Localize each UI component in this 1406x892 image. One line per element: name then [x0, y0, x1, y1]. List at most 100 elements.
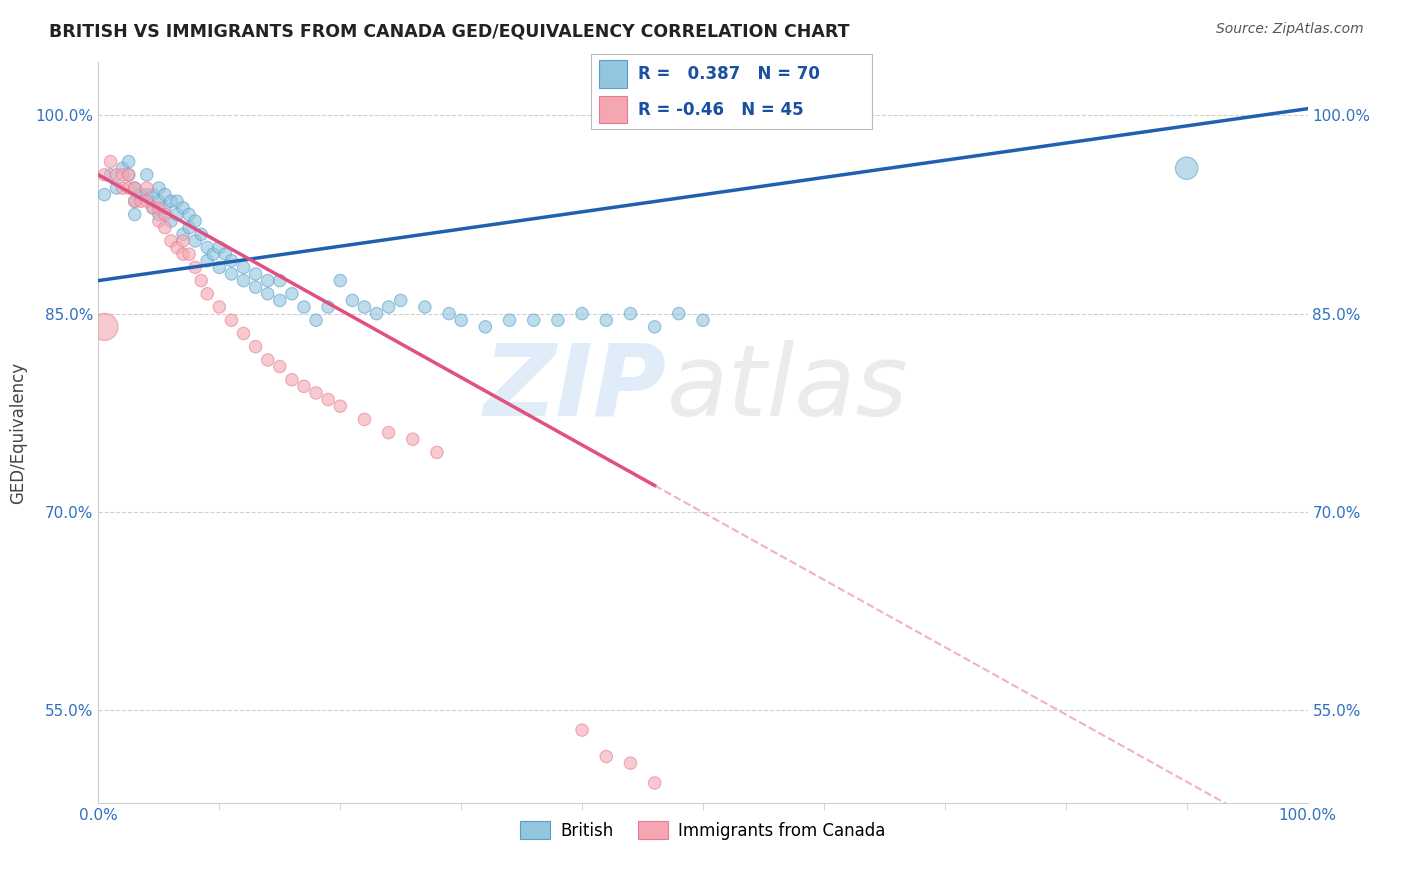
Point: [1175, 161, 1198, 176]
Point: [124, 181, 146, 195]
Point: [256, 274, 278, 288]
Point: [160, 194, 183, 209]
Point: [100, 168, 122, 182]
Point: [305, 313, 328, 327]
Point: [316, 392, 339, 407]
Point: [100, 154, 122, 169]
Point: [172, 247, 194, 261]
Point: [179, 207, 201, 221]
Point: [245, 267, 267, 281]
Point: [292, 300, 315, 314]
Point: [692, 313, 714, 327]
Point: [179, 247, 201, 261]
Point: [547, 313, 569, 327]
Point: [105, 168, 128, 182]
Point: [305, 386, 328, 401]
Point: [644, 319, 666, 334]
Point: [644, 776, 666, 790]
Point: [232, 326, 254, 341]
Point: [190, 227, 212, 242]
Point: [179, 220, 201, 235]
Legend: British, Immigrants from Canada: British, Immigrants from Canada: [513, 814, 893, 847]
Point: [184, 234, 207, 248]
Point: [148, 201, 170, 215]
Point: [366, 307, 388, 321]
Point: [93, 168, 115, 182]
Point: [668, 307, 690, 321]
Point: [498, 313, 520, 327]
Point: [402, 432, 425, 446]
Point: [129, 194, 152, 209]
Point: [281, 286, 304, 301]
Point: [166, 240, 188, 255]
Text: R =   0.387   N = 70: R = 0.387 N = 70: [638, 65, 820, 83]
Point: [118, 181, 141, 195]
Point: [160, 234, 183, 248]
Point: [571, 723, 593, 737]
Point: [111, 181, 134, 195]
Point: [93, 319, 115, 334]
Y-axis label: GED/Equivalency: GED/Equivalency: [10, 361, 27, 504]
Point: [105, 181, 128, 195]
Point: [389, 293, 412, 308]
Point: [316, 300, 339, 314]
Text: atlas: atlas: [666, 340, 908, 437]
Point: [148, 207, 170, 221]
Point: [221, 313, 243, 327]
Point: [619, 307, 641, 321]
Point: [124, 207, 146, 221]
Point: [292, 379, 315, 393]
Point: [172, 227, 194, 242]
Point: [571, 307, 593, 321]
Point: [111, 161, 134, 176]
Point: [148, 194, 170, 209]
FancyBboxPatch shape: [599, 96, 627, 123]
Text: BRITISH VS IMMIGRANTS FROM CANADA GED/EQUIVALENCY CORRELATION CHART: BRITISH VS IMMIGRANTS FROM CANADA GED/EQ…: [49, 22, 849, 40]
Point: [135, 187, 157, 202]
Point: [342, 293, 364, 308]
Text: Source: ZipAtlas.com: Source: ZipAtlas.com: [1216, 22, 1364, 37]
Point: [595, 313, 617, 327]
Point: [426, 445, 449, 459]
Point: [329, 274, 352, 288]
Point: [124, 181, 146, 195]
Point: [111, 168, 134, 182]
Text: R = -0.46   N = 45: R = -0.46 N = 45: [638, 101, 804, 119]
Point: [153, 207, 176, 221]
Point: [208, 260, 231, 275]
Point: [190, 274, 212, 288]
Point: [353, 412, 375, 426]
Point: [281, 373, 304, 387]
Point: [172, 201, 194, 215]
Point: [221, 253, 243, 268]
Point: [450, 313, 472, 327]
Point: [135, 168, 157, 182]
Point: [619, 756, 641, 771]
Point: [353, 300, 375, 314]
Point: [172, 234, 194, 248]
Point: [221, 267, 243, 281]
Point: [93, 187, 115, 202]
Point: [256, 352, 278, 367]
Point: [124, 194, 146, 209]
Point: [166, 207, 188, 221]
FancyBboxPatch shape: [599, 61, 627, 87]
Point: [202, 247, 225, 261]
Point: [232, 260, 254, 275]
Point: [166, 194, 188, 209]
Point: [135, 194, 157, 209]
Point: [269, 359, 291, 374]
Point: [329, 399, 352, 413]
Point: [245, 340, 267, 354]
Point: [214, 247, 236, 261]
Point: [269, 274, 291, 288]
Point: [195, 240, 218, 255]
Point: [413, 300, 436, 314]
Point: [160, 214, 183, 228]
Point: [377, 300, 399, 314]
Point: [129, 187, 152, 202]
Point: [142, 201, 165, 215]
Point: [148, 214, 170, 228]
Point: [153, 187, 176, 202]
Point: [208, 300, 231, 314]
